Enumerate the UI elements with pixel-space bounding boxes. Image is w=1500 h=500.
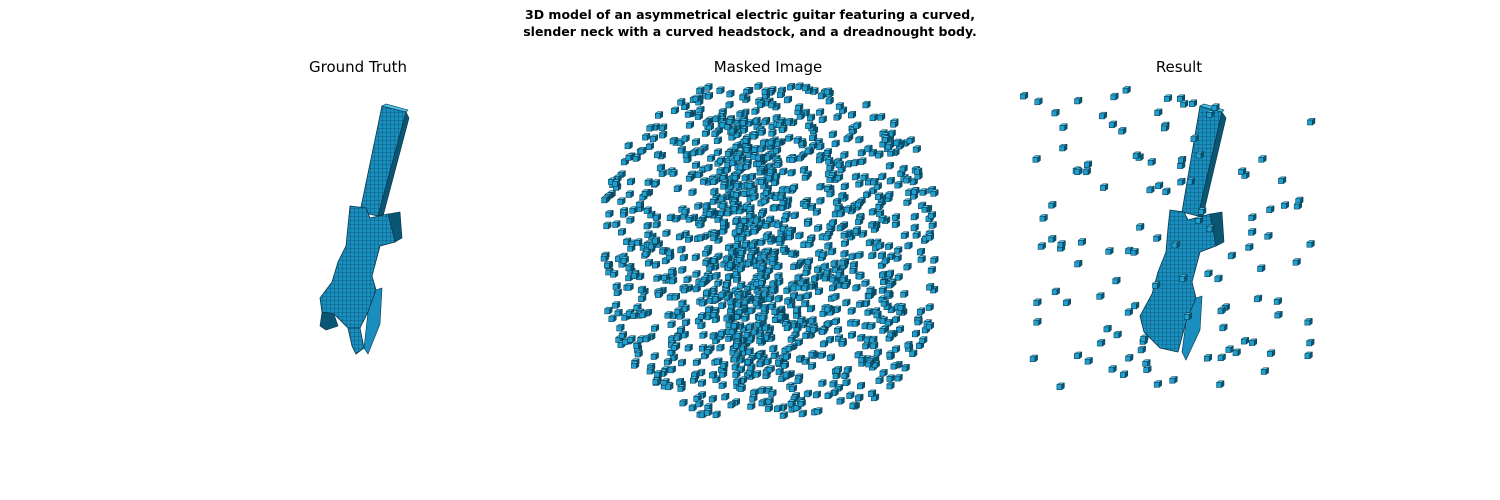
ground-truth-voxel-render	[319, 103, 410, 355]
guitar-model	[319, 103, 410, 355]
result-voxel-render	[1019, 85, 1316, 391]
figure-title-line-2: slender neck with a curved headstock, an…	[523, 24, 977, 39]
masked-voxel-render	[600, 82, 940, 419]
masked-image-title: Masked Image	[713, 58, 823, 76]
figure-title: 3D model of an asymmetrical electric gui…	[0, 6, 1500, 40]
figure-title-line-1: 3D model of an asymmetrical electric gui…	[525, 7, 975, 22]
ground-truth-title: Ground Truth	[309, 58, 407, 76]
result-noise-voxels	[1019, 85, 1316, 391]
result-guitar-model	[1139, 103, 1227, 361]
result-title: Result	[1155, 58, 1203, 76]
masked-voxel-cloud	[600, 82, 940, 419]
